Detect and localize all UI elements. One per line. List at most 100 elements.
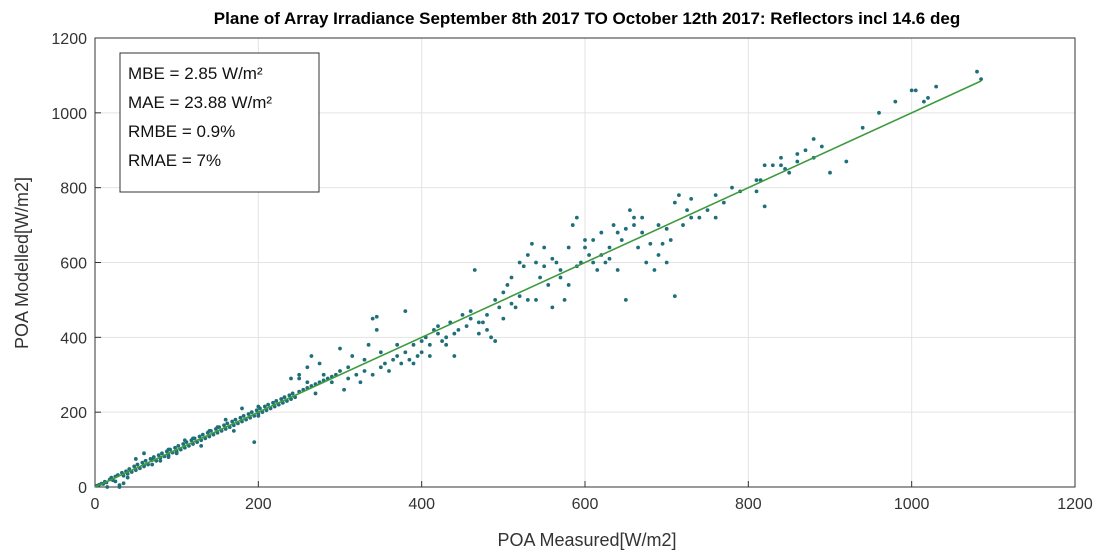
data-point <box>468 309 473 314</box>
data-point <box>975 69 979 74</box>
data-point <box>427 342 432 347</box>
data-point <box>672 294 677 299</box>
data-point <box>329 380 334 385</box>
stat-line: RMAE = 7% <box>128 151 221 170</box>
data-point <box>419 350 424 355</box>
data-point <box>681 223 685 227</box>
stats-box: MBE = 2.85 W/m² MAE = 23.88 W/m² RMBE = 0.… <box>119 52 320 193</box>
data-point <box>779 155 783 160</box>
data-point <box>795 159 800 164</box>
data-point <box>713 193 718 198</box>
data-point <box>403 309 408 314</box>
data-point <box>346 376 351 381</box>
data-point <box>464 324 469 329</box>
data-point <box>256 404 261 409</box>
data-point <box>664 260 669 265</box>
data-point <box>173 445 177 450</box>
stat-line: RMBE = 0.9% <box>128 122 235 141</box>
stats-lines: MBE = 2.85 W/m² MAE = 23.88 W/m² RMBE = 0.… <box>128 64 272 170</box>
data-point <box>534 298 538 302</box>
data-point <box>811 137 816 141</box>
data-point <box>254 408 259 413</box>
data-point <box>132 464 137 469</box>
data-point <box>754 178 759 183</box>
stat-line: MAE = 23.88 W/m² <box>128 93 272 112</box>
data-points <box>94 69 983 489</box>
data-point <box>321 372 326 377</box>
y-tick-label: 0 <box>78 480 87 497</box>
x-tick-label: 400 <box>408 496 435 513</box>
data-point <box>419 339 424 343</box>
data-point <box>117 485 122 489</box>
fit-line <box>94 80 982 488</box>
data-point <box>427 354 432 358</box>
data-point <box>574 215 579 220</box>
data-point <box>215 425 220 430</box>
data-point <box>374 327 379 332</box>
data-point <box>509 301 514 306</box>
data-point <box>513 305 518 310</box>
data-point <box>135 462 140 467</box>
data-point <box>142 451 146 456</box>
data-point <box>481 320 485 325</box>
data-point <box>358 380 363 385</box>
data-point <box>238 415 243 420</box>
data-point <box>399 361 404 366</box>
data-point <box>558 268 563 272</box>
data-point <box>803 148 808 153</box>
data-point <box>656 223 661 227</box>
data-point <box>309 354 314 358</box>
data-point <box>644 260 649 265</box>
data-point <box>444 342 449 347</box>
data-point <box>689 196 694 201</box>
y-tick-label: 400 <box>60 330 87 347</box>
data-point <box>672 200 677 205</box>
data-point <box>485 327 489 332</box>
data-point <box>230 419 235 424</box>
data-point <box>685 208 689 213</box>
data-point <box>395 342 400 347</box>
data-point <box>350 354 355 358</box>
data-point <box>517 260 522 265</box>
data-point <box>472 268 477 272</box>
data-point <box>444 335 449 340</box>
data-point <box>305 365 310 370</box>
stats-box-frame <box>119 52 320 193</box>
data-point <box>274 399 279 403</box>
data-point <box>241 414 246 418</box>
data-point <box>231 428 236 433</box>
data-point <box>485 312 489 317</box>
data-point <box>538 275 542 280</box>
data-point <box>271 400 275 405</box>
data-point <box>223 417 228 422</box>
y-axis-label: POA Modelled[W/m2] <box>12 177 32 349</box>
data-point <box>762 204 767 209</box>
data-point <box>493 298 498 302</box>
data-point <box>452 354 457 358</box>
data-point <box>282 395 287 400</box>
data-point <box>628 208 632 213</box>
data-point <box>562 298 567 302</box>
y-tick-label: 1200 <box>51 31 87 48</box>
data-point <box>222 423 226 428</box>
data-point <box>395 354 400 358</box>
data-point <box>366 342 371 347</box>
data-point <box>754 189 759 194</box>
data-point <box>542 264 547 269</box>
data-point <box>151 455 156 459</box>
data-point <box>648 241 653 246</box>
data-point <box>240 406 244 411</box>
data-point <box>501 290 506 295</box>
data-point <box>440 339 444 343</box>
data-point <box>787 170 792 175</box>
y-tick-label: 200 <box>60 405 87 422</box>
data-point <box>233 417 238 422</box>
data-point <box>652 268 657 272</box>
data-point <box>158 458 163 463</box>
x-tick-label: 800 <box>735 496 762 513</box>
data-point <box>607 245 612 250</box>
data-point <box>342 387 346 392</box>
x-tick-label: 1000 <box>894 496 930 513</box>
data-point <box>305 380 310 385</box>
